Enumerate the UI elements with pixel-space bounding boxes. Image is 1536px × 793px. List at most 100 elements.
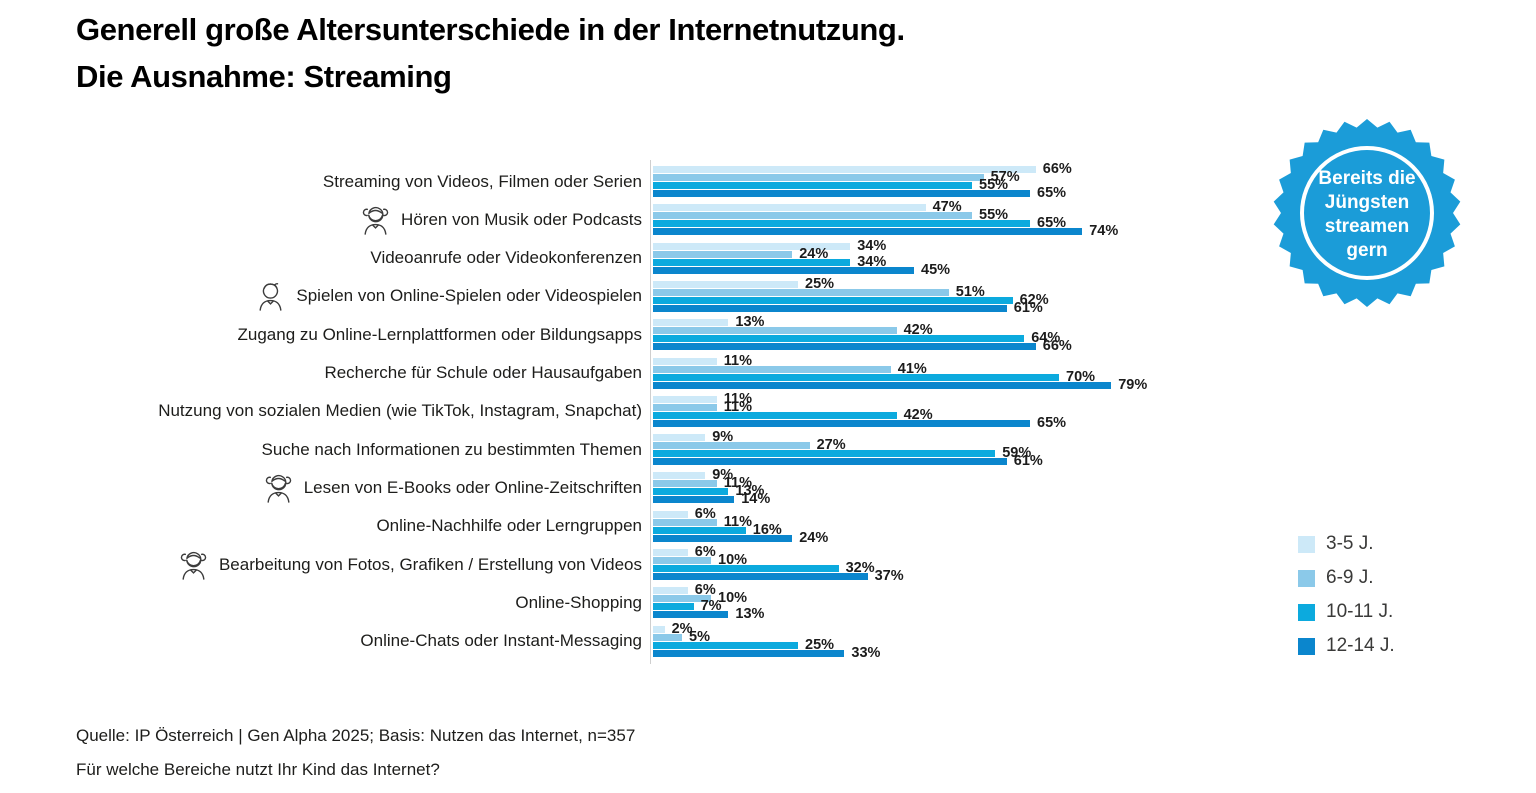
value-label: 65% (1037, 414, 1067, 431)
bar-group: 6% 10% 32% 37% (653, 545, 1353, 584)
bar-12-14j (653, 381, 1112, 389)
category-label: Suche nach Informationen zu bestimmten T… (0, 434, 642, 465)
category-label-text: Nutzung von sozialen Medien (wie TikTok,… (158, 401, 642, 421)
category-label: Streaming von Videos, Filmen oder Serien (0, 166, 642, 197)
category-label-text: Online-Chats oder Instant-Messaging (360, 631, 642, 651)
value-label: 9% (712, 467, 734, 484)
bar-12-14j (653, 534, 793, 542)
legend-swatch (1298, 637, 1315, 655)
badge-text-line2: Jüngsten (1325, 192, 1409, 213)
bar-6-9j (653, 403, 717, 411)
axis-baseline (650, 160, 651, 664)
value-label: 11% (723, 352, 753, 369)
bar-6-9j (653, 174, 984, 181)
chart-row: Lesen von E-Books oder Online-Zeitschrif… (0, 468, 1536, 507)
value-label: 2% (671, 620, 693, 637)
bar-6-9j (653, 288, 949, 296)
bar-6-9j (653, 518, 717, 526)
value-label: 14% (741, 491, 771, 508)
value-label: 34% (857, 237, 887, 254)
bar-6-9j (653, 442, 810, 450)
value-label: 32% (845, 560, 875, 576)
legend: 3-5 J. 6-9 J. 10-11 J. 12-14 J. (1298, 533, 1395, 670)
bar-10-11j (653, 411, 897, 419)
category-icon (359, 205, 392, 235)
category-label-text: Spielen von Online-Spielen oder Videospi… (296, 286, 642, 306)
category-label: Recherche für Schule oder Hausaufgaben (0, 358, 642, 389)
value-label: 11% (723, 513, 753, 530)
value-label: 42% (903, 406, 933, 423)
category-label-text: Lesen von E-Books oder Online-Zeitschrif… (303, 477, 642, 497)
value-label: 57% (990, 169, 1020, 185)
legend-label: 12-14 J. (1326, 635, 1395, 656)
bar-group: 11% 11% 42% 65% (653, 391, 1353, 430)
bar-10-11j (653, 488, 729, 496)
bar-6-9j (653, 365, 891, 373)
value-label: 45% (921, 261, 951, 278)
value-label: 27% (816, 437, 846, 454)
bar-12-14j (653, 458, 1007, 466)
value-label: 11% (723, 390, 753, 407)
category-label: Zugang zu Online-Lernplattformen oder Bi… (0, 319, 642, 350)
bar-3-5j (653, 549, 688, 556)
value-label: 61% (1013, 299, 1043, 316)
bar-group: 11% 41% 70% 79% (653, 353, 1353, 392)
chart-row: Nutzung von sozialen Medien (wie TikTok,… (0, 391, 1536, 430)
bar-3-5j (653, 166, 1036, 173)
bar-group: 34% 24% 34% 45% (653, 238, 1353, 277)
chart-row: Online-Chats oder Instant-Messaging 2% 5% 2… (0, 621, 1536, 660)
bar-12-14j (653, 343, 1036, 351)
bar-10-11j (653, 258, 851, 266)
chart-row: Zugang zu Online-Lernplattformen oder Bi… (0, 315, 1536, 354)
legend-swatch (1298, 603, 1315, 621)
value-label: 65% (1037, 185, 1067, 201)
value-label: 42% (903, 322, 933, 339)
value-label: 79% (1118, 376, 1148, 393)
bar-10-11j (653, 641, 798, 649)
value-label: 16% (752, 521, 782, 538)
bar-12-14j (653, 228, 1083, 236)
value-label: 13% (735, 606, 765, 623)
category-label-text: Online-Shopping (515, 592, 642, 612)
category-label: Hören von Musik oder Podcasts (0, 204, 642, 235)
bar-10-11j (653, 373, 1059, 381)
chart-row: Streaming von Videos, Filmen oder Serien… (0, 162, 1536, 201)
value-label: 6% (694, 582, 716, 599)
bar-group: 9% 11% 13% 14% (653, 468, 1353, 507)
bar-12-14j (653, 266, 914, 274)
bar-3-5j (653, 280, 798, 288)
category-label-text: Recherche für Schule oder Hausaufgaben (324, 363, 642, 382)
category-label: Online-Chats oder Instant-Messaging (0, 626, 642, 657)
value-label: 70% (1066, 368, 1096, 385)
bar-6-9j (653, 212, 972, 220)
category-label: Spielen von Online-Spielen oder Videospi… (0, 281, 642, 312)
value-label: 33% (851, 644, 881, 661)
value-label: 13% (735, 483, 765, 500)
bar-6-9j (653, 633, 682, 641)
value-label: 34% (857, 253, 887, 270)
badge-text-line3: streamen (1325, 216, 1410, 237)
child-girl-icon (180, 551, 207, 580)
value-label: 55% (979, 207, 1009, 224)
chart-row: Recherche für Schule oder Hausaufgaben 11… (0, 353, 1536, 392)
category-label-text: Zugang zu Online-Lernplattformen oder Bi… (237, 324, 642, 344)
value-label: 7% (700, 598, 722, 615)
bar-3-5j (653, 242, 851, 250)
value-label: 47% (932, 199, 962, 216)
legend-label: 6-9 J. (1326, 567, 1374, 588)
bar-group: 2% 5% 25% 33% (653, 621, 1353, 660)
value-label: 74% (1089, 223, 1119, 240)
bar-12-14j (653, 573, 868, 580)
bar-6-9j (653, 595, 711, 603)
legend-swatch (1298, 569, 1315, 587)
bar-group: 13% 42% 64% 66% (653, 315, 1353, 354)
category-label: Bearbeitung von Fotos, Grafiken / Erstel… (0, 549, 642, 580)
value-label: 66% (1042, 338, 1072, 355)
chart-row: Videoanrufe oder Videokonferenzen 34% 24% 3… (0, 238, 1536, 277)
bar-3-5j (653, 587, 688, 595)
category-label-text: Streaming von Videos, Filmen oder Serien (322, 171, 642, 191)
bar-10-11j (653, 220, 1030, 228)
chart-row: Hören von Musik oder Podcasts 47% 55% 65% 74… (0, 200, 1536, 239)
bar-12-14j (653, 496, 735, 504)
